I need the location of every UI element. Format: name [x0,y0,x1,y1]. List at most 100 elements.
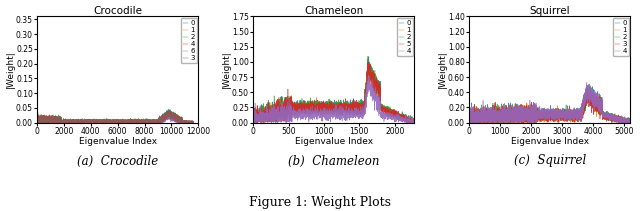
0 [78,120,86,123]
3 [529,104,537,106]
5 [257,121,265,124]
2 [497,121,504,124]
4 [182,121,189,124]
4 [249,46,257,49]
6 [104,121,112,124]
0 [249,21,257,24]
3 [627,120,634,123]
Line: 4: 4 [37,45,193,123]
0 [104,121,112,124]
4 [552,112,560,115]
2 [38,118,46,120]
3 [189,121,197,124]
Text: (b)  Chameleon: (b) Chameleon [288,154,380,168]
6 [78,120,86,123]
2 [282,98,290,101]
4 [38,118,46,120]
0 [371,72,378,75]
2 [626,121,634,124]
Line: 4: 4 [469,15,630,123]
2 [113,120,121,122]
4 [626,119,634,122]
3 [465,31,473,34]
2 [529,112,537,114]
4 [410,119,418,122]
Line: 0: 0 [37,25,193,123]
4 [56,119,64,122]
4 [282,105,290,107]
Line: 4: 4 [253,47,414,123]
2 [188,121,196,124]
1 [189,121,197,124]
5 [276,110,284,112]
1 [155,120,163,123]
Title: Squirrel: Squirrel [529,5,570,16]
1 [625,121,632,124]
Line: 2: 2 [37,35,193,123]
5 [283,98,291,100]
4 [584,95,592,97]
2 [529,113,537,115]
2 [627,120,634,122]
5 [351,110,358,112]
1 [56,120,64,123]
3 [38,117,46,120]
4 [351,111,358,114]
1 [529,118,536,120]
0 [410,121,418,123]
4 [403,120,410,122]
Y-axis label: |Weight|: |Weight| [221,51,230,88]
3 [626,120,634,122]
0 [38,120,46,122]
Y-axis label: |Weight|: |Weight| [6,51,15,88]
2 [155,121,163,123]
3 [33,29,41,31]
Title: Crocodile: Crocodile [93,5,142,16]
1 [104,120,112,123]
Line: 2: 2 [253,20,414,123]
0 [408,121,416,124]
1 [626,119,634,122]
0 [529,115,537,118]
0 [185,121,193,124]
2 [552,113,560,115]
0 [276,111,284,114]
X-axis label: Eigenvalue Index: Eigenvalue Index [294,137,372,146]
Text: Figure 1: Weight Plots: Figure 1: Weight Plots [249,196,391,209]
1 [38,118,46,120]
4 [529,112,537,115]
1 [276,120,284,123]
4 [371,97,378,99]
0 [626,120,634,123]
3 [78,121,86,123]
2 [616,118,623,120]
0 [285,119,293,122]
Y-axis label: |Weight|: |Weight| [438,51,447,88]
1 [584,98,591,100]
3 [89,121,97,124]
Line: 1: 1 [253,27,414,123]
2 [351,105,358,108]
4 [616,118,623,121]
5 [371,87,378,90]
1 [405,121,413,124]
0 [584,91,592,93]
X-axis label: Eigenvalue Index: Eigenvalue Index [511,137,589,146]
Title: Chameleon: Chameleon [304,5,364,16]
1 [285,110,293,112]
2 [465,22,473,24]
6 [38,119,46,122]
0 [33,24,41,26]
6 [155,121,163,123]
0 [490,121,498,124]
2 [189,120,197,123]
6 [33,53,41,56]
0 [403,115,410,118]
0 [351,111,358,114]
Text: (c)  Squirrel: (c) Squirrel [513,154,586,168]
1 [410,120,418,123]
3 [529,112,537,115]
6 [189,121,197,124]
4 [481,121,489,124]
Line: 3: 3 [469,32,630,123]
